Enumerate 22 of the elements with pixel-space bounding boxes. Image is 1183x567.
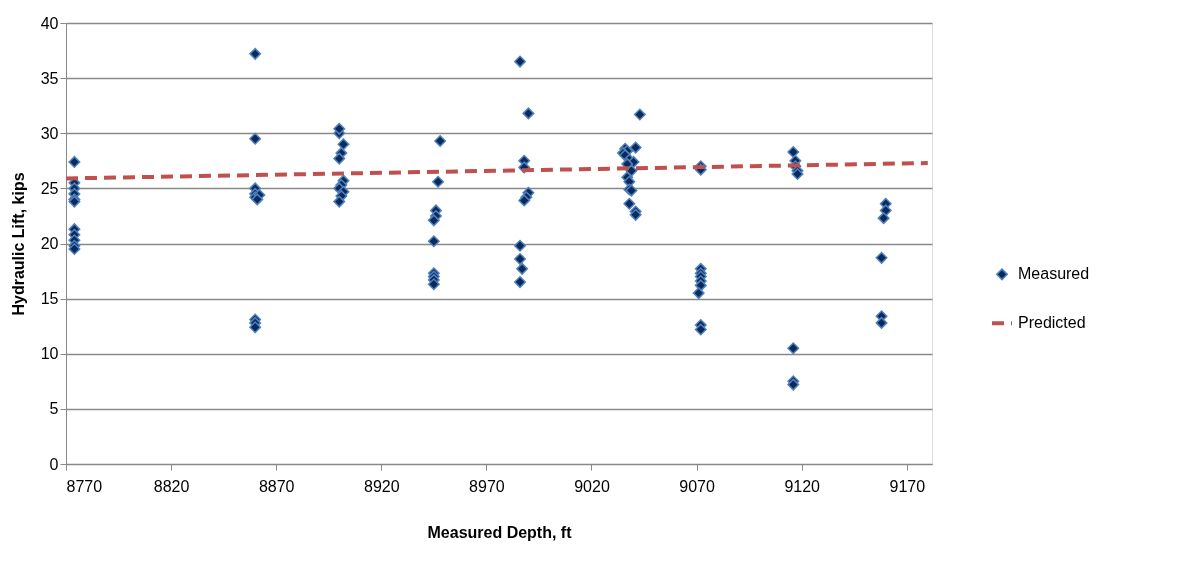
x-tick-label: 8820 [153,477,190,495]
y-tick-label: 15 [40,290,59,308]
x-tick-label: 9070 [679,477,715,495]
legend-label: Measured [1018,265,1090,283]
x-tick-label: 8970 [469,477,505,495]
y-tick-label: 5 [49,400,59,418]
y-tick-label: 35 [40,69,59,87]
y-tick-label: 30 [40,124,59,142]
y-tick-label: 10 [40,345,59,363]
legend-label: Predicted [1018,314,1086,332]
y-tick-label: 25 [40,179,59,197]
y-tick-label: 0 [49,455,59,473]
x-tick-label: 9170 [889,477,926,495]
x-tick-label: 8920 [363,477,400,495]
y-tick-label: 40 [40,14,59,32]
x-tick-label: 9020 [574,477,610,495]
x-tick-label: 8870 [258,477,295,495]
x-tick-label: 9120 [784,477,821,495]
x-tick-label: 8770 [66,477,103,495]
x-axis-title: Measured Depth, ft [427,523,573,541]
y-axis-title: Hydraulic Lift, kips [9,172,27,316]
y-tick-label: 20 [40,235,59,252]
